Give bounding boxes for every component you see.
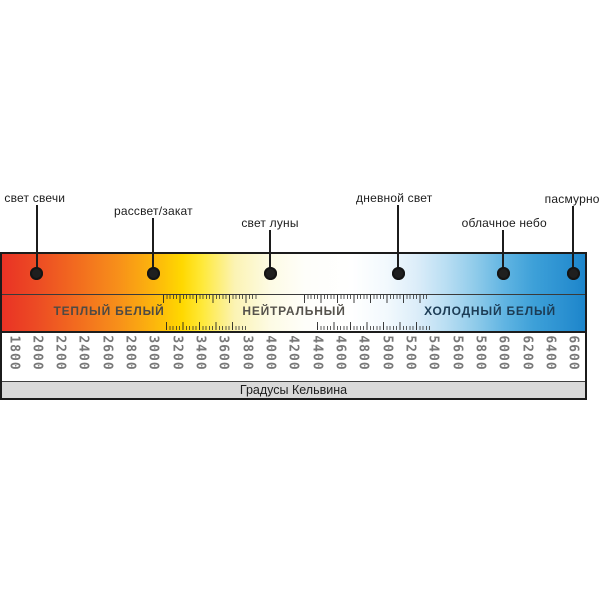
marker-line-5	[572, 206, 575, 273]
zone-label-2: ХОЛОДНЫЙ БЕЛЫЙ	[424, 304, 556, 318]
marker-dot-1	[146, 266, 160, 280]
marker-dot-2	[263, 266, 277, 280]
marker-dot-5	[566, 266, 580, 280]
marker-label-5: пасмурно	[544, 192, 600, 206]
gradient-zone-divider	[0, 294, 587, 295]
marker-label-2: свет луны	[241, 216, 299, 230]
zone-label-0: ТЕПЛЫЙ БЕЛЫЙ	[53, 304, 165, 318]
marker-line-2	[269, 230, 272, 273]
kelvin-unit-label: Градусы Кельвина	[239, 383, 348, 397]
ruler-ticks-1-0	[166, 322, 248, 330]
marker-line-0	[35, 205, 38, 273]
zone-label-1: НЕЙТРАЛЬНЫЙ	[242, 304, 346, 318]
marker-label-3: дневной свет	[356, 191, 433, 205]
kelvin-number-scale: 1800 2000 2200 2400 2600 2800 3000 3200 3400 3600…	[0, 331, 587, 381]
ruler-ticks-0-0	[163, 295, 257, 303]
ruler-ticks-0-1	[304, 295, 429, 303]
kelvin-unit-bar: Градусы Кельвина	[0, 381, 587, 400]
ruler-ticks-1-1	[317, 322, 430, 330]
marker-line-3	[397, 205, 400, 273]
marker-label-1: рассвет/закат	[113, 204, 193, 218]
marker-label-0: свет свечи	[4, 191, 66, 205]
marker-line-1	[152, 218, 155, 273]
marker-line-4	[502, 230, 505, 273]
marker-dot-4	[496, 266, 510, 280]
color-temperature-gradient-bar: ТЕПЛЫЙ БЕЛЫЙ НЕЙТРАЛЬНЫЙ ХОЛОДНЫЙ БЕЛЫЙ	[0, 252, 587, 331]
marker-dot-3	[391, 266, 405, 280]
marker-label-4: облачное небо	[461, 216, 547, 230]
marker-dot-0	[30, 266, 44, 280]
